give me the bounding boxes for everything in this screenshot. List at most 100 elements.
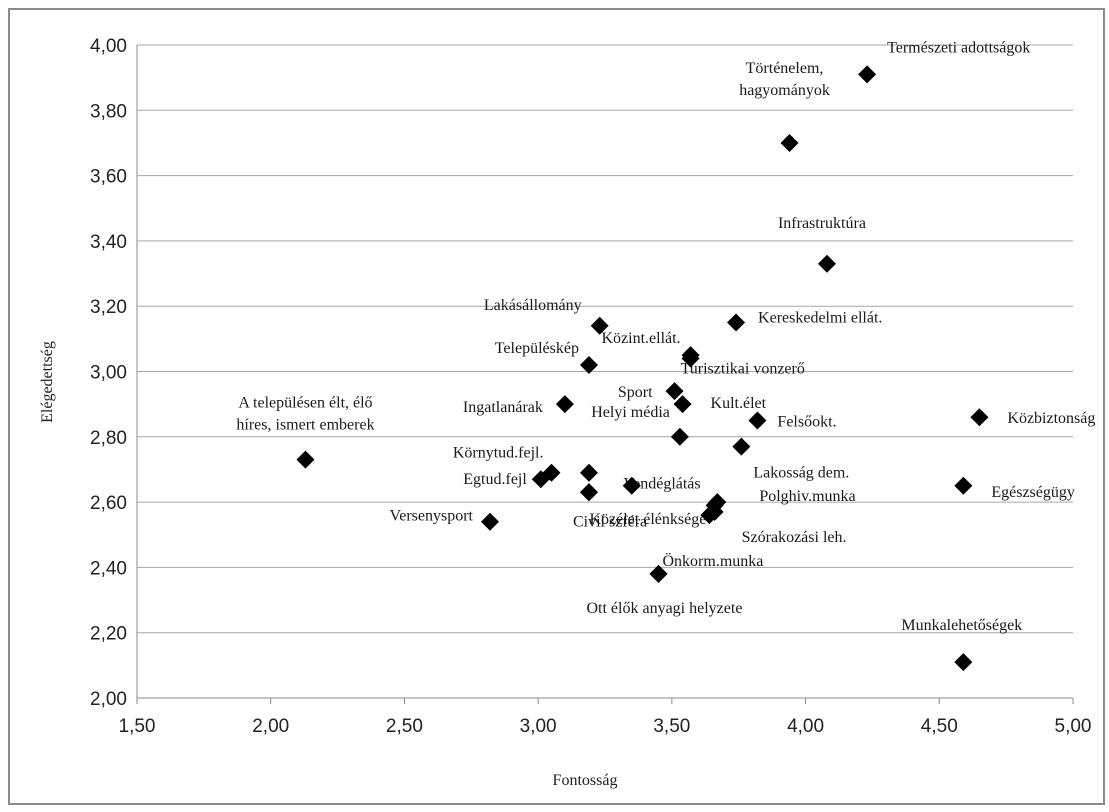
data-point-marker bbox=[748, 411, 767, 430]
point-label: Vendéglátás bbox=[623, 475, 700, 492]
point-label: Ott élők anyagi helyzete bbox=[586, 600, 742, 617]
data-point-marker bbox=[579, 355, 598, 374]
data-point-marker bbox=[727, 313, 746, 332]
y-tick-label: 2,60 bbox=[90, 493, 127, 514]
data-point-marker bbox=[705, 502, 724, 521]
data-point-marker bbox=[296, 450, 315, 469]
point-label-line: Lakosság dem. bbox=[753, 465, 849, 482]
y-tick-label: 3,20 bbox=[90, 297, 127, 318]
gridlines bbox=[137, 44, 1073, 634]
point-label-line: Környtud.fejl. bbox=[453, 445, 544, 462]
point-label-line: Történelem, bbox=[746, 60, 824, 77]
y-axis-title: Elégedettség bbox=[39, 341, 56, 423]
point-label: Kereskedelmi ellát. bbox=[758, 310, 882, 327]
data-point-marker bbox=[622, 476, 641, 495]
point-label-line: Természeti adottságok bbox=[887, 39, 1030, 56]
point-label: Turisztikai vonzerő bbox=[681, 360, 805, 377]
point-labels: Természeti adottságok Történelem, hagyomán… bbox=[236, 39, 1095, 634]
point-label: Munkalehetőségek bbox=[901, 617, 1022, 634]
point-label-line: Szórakozási leh. bbox=[742, 529, 847, 546]
data-point-marker bbox=[954, 653, 973, 672]
data-point-marker bbox=[780, 133, 799, 152]
point-label: Egészségügy bbox=[991, 484, 1075, 501]
point-label-line: Versenysport bbox=[389, 508, 473, 525]
point-label-line: hagyományok bbox=[739, 82, 830, 99]
point-label: Természeti adottságok bbox=[887, 39, 1030, 56]
point-label: Felsőokt. bbox=[777, 413, 836, 430]
point-label: Közint.ellát. bbox=[601, 330, 680, 347]
x-tick-label: 2,50 bbox=[386, 716, 423, 737]
data-point-marker bbox=[673, 395, 692, 414]
point-label: Sport bbox=[618, 384, 653, 401]
y-tick-label: 2,20 bbox=[90, 624, 127, 645]
data-point-marker bbox=[481, 512, 500, 531]
point-label: Szórakozási leh. bbox=[742, 529, 847, 546]
data-point-marker bbox=[954, 476, 973, 495]
data-point-marker bbox=[732, 437, 751, 456]
point-label-line: Infrastruktúra bbox=[778, 215, 866, 232]
point-label-line: Egészségügy bbox=[991, 484, 1075, 501]
point-label: Történelem, hagyományok bbox=[739, 60, 830, 99]
point-label: Infrastruktúra bbox=[778, 215, 866, 232]
x-tick-label: 3,50 bbox=[653, 716, 690, 737]
point-label-line: Településkép bbox=[495, 340, 579, 357]
point-label-line: Egtud.fejl bbox=[463, 471, 527, 488]
data-markers bbox=[296, 65, 989, 672]
y-tick-label: 2,00 bbox=[90, 689, 127, 710]
x-tick-label: 4,00 bbox=[787, 716, 824, 737]
point-label: Ingatlanárak bbox=[463, 399, 543, 416]
y-tick-label: 2,40 bbox=[90, 558, 127, 579]
point-label: Közélet élénksége bbox=[589, 511, 706, 528]
y-tick-label: 3,80 bbox=[90, 101, 127, 122]
point-label-line: Önkorm.munka bbox=[662, 552, 763, 570]
y-tick-label: 3,00 bbox=[90, 363, 127, 384]
point-label-line: Polghiv.munka bbox=[759, 488, 855, 505]
point-label-line: A településen élt, élő bbox=[238, 395, 372, 412]
y-tick-label: 4,00 bbox=[90, 36, 127, 57]
axes: 2,00 2,20 2,40 2,60 2,80 3,00 3,20 3,40 3,60 3,80… bbox=[90, 36, 1091, 737]
point-label: Közbiztonság bbox=[1007, 410, 1095, 427]
x-tick-label: 2,00 bbox=[252, 716, 289, 737]
point-label: Kult.élet bbox=[711, 395, 767, 412]
y-tick-label: 2,80 bbox=[90, 428, 127, 449]
point-label-line: Ingatlanárak bbox=[463, 399, 543, 416]
x-tick-label: 3,00 bbox=[520, 716, 557, 737]
data-point-marker bbox=[531, 470, 550, 489]
point-label: A településen élt, élő híres, ismert embe… bbox=[236, 395, 374, 434]
point-label-line: Munkalehetőségek bbox=[901, 617, 1022, 634]
y-tick-label: 3,40 bbox=[90, 232, 127, 253]
point-label-line: Civil szféra bbox=[573, 513, 647, 530]
point-label-line: Kult.élet bbox=[711, 395, 767, 412]
data-point-marker bbox=[579, 463, 598, 482]
point-label-line: Lakásállomány bbox=[484, 297, 582, 314]
point-label-line: Sport bbox=[618, 384, 653, 401]
point-label-line: Vendéglátás bbox=[623, 475, 700, 492]
data-point-marker bbox=[970, 408, 989, 427]
point-label-line: Közint.ellát. bbox=[601, 330, 680, 347]
point-label: Lakosság dem. bbox=[753, 465, 849, 482]
point-label-line: Helyi média bbox=[591, 404, 670, 421]
x-axis-title: Fontosság bbox=[553, 772, 618, 789]
point-label-line: Közbiztonság bbox=[1007, 410, 1095, 427]
point-label: Lakásállomány bbox=[484, 297, 582, 314]
data-point-marker bbox=[681, 349, 700, 368]
point-label-line: híres, ismert emberek bbox=[236, 417, 374, 434]
point-label-line: Közélet élénksége bbox=[589, 511, 706, 528]
point-label: Egtud.fejl bbox=[463, 471, 527, 488]
data-point-marker bbox=[649, 564, 668, 583]
y-tick-label: 3,60 bbox=[90, 167, 127, 188]
data-point-marker bbox=[555, 395, 574, 414]
data-point-marker bbox=[590, 316, 609, 335]
data-point-marker bbox=[665, 382, 684, 401]
point-label: Településkép bbox=[495, 340, 579, 357]
point-label-line: Kereskedelmi ellát. bbox=[758, 310, 882, 327]
chart-frame: 2,00 2,20 2,40 2,60 2,80 3,00 3,20 3,40 3,60 3,80… bbox=[8, 8, 1105, 805]
x-tick-label: 1,50 bbox=[119, 716, 156, 737]
point-label: Önkorm.munka bbox=[662, 552, 763, 570]
point-label-line: Felsőokt. bbox=[777, 413, 836, 430]
x-tick-label: 4,50 bbox=[921, 716, 958, 737]
data-point-marker bbox=[670, 427, 689, 446]
point-label: Civil szféra bbox=[573, 513, 647, 530]
data-point-marker bbox=[858, 65, 877, 84]
x-tick-label: 5,00 bbox=[1055, 716, 1092, 737]
